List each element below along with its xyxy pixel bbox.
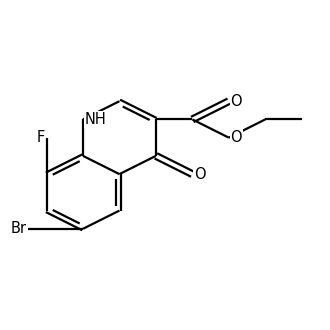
Text: O: O — [231, 130, 242, 145]
Text: F: F — [36, 130, 45, 145]
Text: Br: Br — [11, 221, 26, 236]
Text: O: O — [231, 94, 242, 109]
Text: O: O — [194, 167, 206, 182]
Text: NH: NH — [85, 112, 107, 127]
